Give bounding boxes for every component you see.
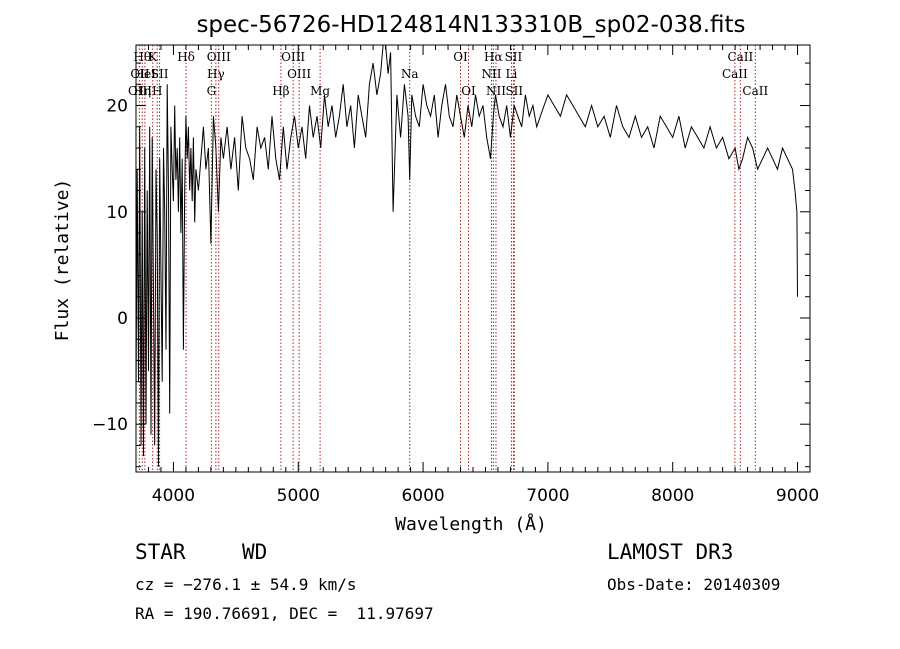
line-id-label: OI: [461, 84, 476, 98]
x-tick-label: 5000: [277, 486, 320, 506]
line-id-label: Hδ: [177, 50, 195, 64]
line-id-label: OIII: [128, 84, 152, 98]
line-id-label: Na: [401, 67, 419, 81]
line-id-label: OI: [453, 50, 468, 64]
line-id-label: Hη: [133, 84, 151, 98]
line-id-markers: [135, 45, 756, 472]
y-tick-label: 0: [117, 309, 128, 329]
line-id-label: OIII: [207, 50, 231, 64]
line-id-label: Hγ: [207, 67, 225, 81]
line-id-label: Hθ: [133, 50, 151, 64]
line-id-label: OII: [130, 67, 150, 81]
x-tick-label: 7000: [526, 486, 569, 506]
x-tick-label: 9000: [776, 486, 819, 506]
line-id-label: Hα: [484, 50, 503, 64]
y-tick-label: −10: [92, 415, 128, 435]
line-id-label: Mg: [310, 84, 330, 98]
object-subclass: WD: [242, 540, 268, 564]
line-id-label: OIII: [281, 50, 305, 64]
x-axis-ticks: 4000 5000 6000 7000 8000 9000: [135, 45, 819, 506]
x-tick-label: 6000: [401, 486, 444, 506]
line-id-label: H: [152, 84, 162, 98]
line-id-label: HeI: [134, 67, 157, 81]
line-id-label: G: [207, 84, 217, 98]
x-tick-label: 4000: [152, 486, 195, 506]
line-id-label: CaII: [722, 67, 748, 81]
line-id-label: OIII: [287, 67, 311, 81]
line-id-label: CaII: [727, 50, 753, 64]
line-id-label: CaII: [742, 84, 768, 98]
line-id-label: SII: [505, 50, 523, 64]
line-id-label: Li: [506, 67, 518, 81]
y-tick-label: 10: [106, 203, 128, 223]
y-tick-label: 20: [106, 97, 128, 117]
coordinates: RA = 190.76691, DEC = 11.97697: [135, 604, 434, 623]
spectrum-line: [135, 44, 798, 467]
line-id-label: K: [148, 50, 158, 64]
line-id-label: Hβ: [272, 84, 289, 98]
chart-title: spec-56726-HD124814N133310B_sp02-038.fit…: [196, 12, 745, 38]
line-id-label: NII: [481, 67, 501, 81]
redshift-value: cz = −276.1 ± 54.9 km/s: [135, 575, 357, 594]
line-id-label: NII: [486, 84, 506, 98]
survey-name: LAMOST DR3: [607, 540, 734, 564]
observation-date: Obs-Date: 20140309: [607, 575, 781, 594]
line-id-label: SII: [505, 84, 523, 98]
x-axis-label: Wavelength (Å): [395, 513, 547, 535]
y-axis-ticks: −10 0 10 20: [92, 62, 810, 468]
plot-frame: [135, 44, 811, 473]
x-tick-label: 8000: [651, 486, 694, 506]
line-id-label: SII: [151, 67, 169, 81]
y-axis-label: Flux (relative): [52, 179, 73, 342]
object-class: STAR: [135, 540, 186, 564]
